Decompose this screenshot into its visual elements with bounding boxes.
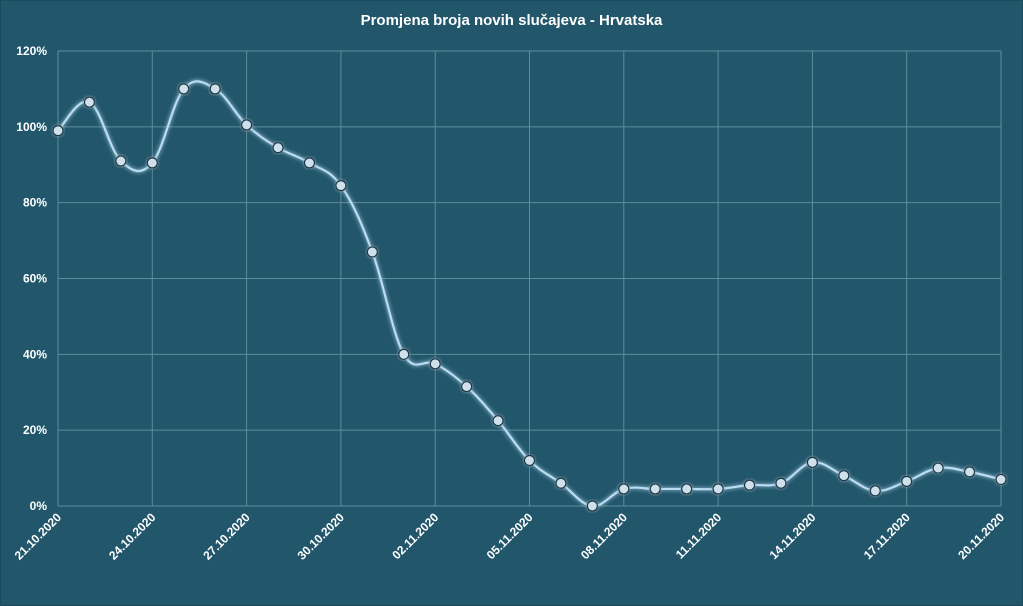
data-point	[429, 358, 441, 370]
data-point	[461, 380, 473, 393]
chart-title: Promjena broja novih slučajeva - Hrvatsk…	[360, 12, 663, 29]
data-point	[932, 462, 944, 474]
x-tick-label: 21.10.2020	[12, 510, 65, 563]
x-tick-label: 05.11.2020	[484, 510, 536, 562]
y-tick-label: 20%	[23, 423, 47, 437]
y-tick-label: 120%	[16, 44, 47, 58]
data-point	[838, 470, 850, 482]
data-point	[146, 157, 158, 169]
data-point	[963, 466, 976, 478]
data-point	[995, 473, 1007, 486]
x-tick-label: 30.10.2020	[295, 510, 348, 563]
data-point	[241, 119, 253, 131]
data-point	[869, 485, 881, 497]
data-point	[681, 483, 693, 495]
data-point	[775, 477, 787, 489]
x-tick-label: 27.10.2020	[200, 510, 253, 563]
data-point	[303, 157, 316, 169]
x-tick-label: 14.11.2020	[767, 510, 819, 562]
x-tick-label: 20.11.2020	[955, 510, 1007, 562]
y-tick-label: 40%	[23, 347, 47, 361]
data-point	[901, 475, 913, 487]
x-tick-label: 24.10.2020	[106, 510, 159, 563]
data-point	[618, 483, 630, 495]
y-tick-label: 80%	[23, 196, 47, 210]
y-tick-label: 0%	[30, 499, 48, 513]
data-point	[649, 483, 661, 495]
data-point	[52, 125, 64, 137]
data-point	[492, 415, 504, 427]
data-point	[523, 454, 536, 467]
x-tick-label: 02.11.2020	[389, 510, 441, 562]
data-point	[586, 500, 598, 512]
x-tick-label: 08.11.2020	[578, 510, 630, 562]
data-point	[335, 180, 347, 192]
data-point	[712, 483, 724, 495]
data-point	[83, 96, 96, 108]
x-tick-label: 11.11.2020	[673, 510, 725, 562]
data-point	[178, 83, 190, 95]
markers	[52, 83, 1007, 512]
data-point	[366, 246, 378, 258]
x-tick-label: 17.11.2020	[861, 510, 913, 562]
data-point	[555, 477, 567, 489]
data-point	[209, 83, 221, 95]
data-point	[398, 348, 410, 360]
data-point	[272, 142, 284, 154]
data-point	[115, 155, 127, 167]
data-point	[743, 479, 756, 491]
y-tick-label: 100%	[16, 120, 47, 134]
data-point	[806, 456, 819, 468]
grid	[57, 50, 1002, 507]
y-tick-label: 60%	[23, 272, 47, 286]
